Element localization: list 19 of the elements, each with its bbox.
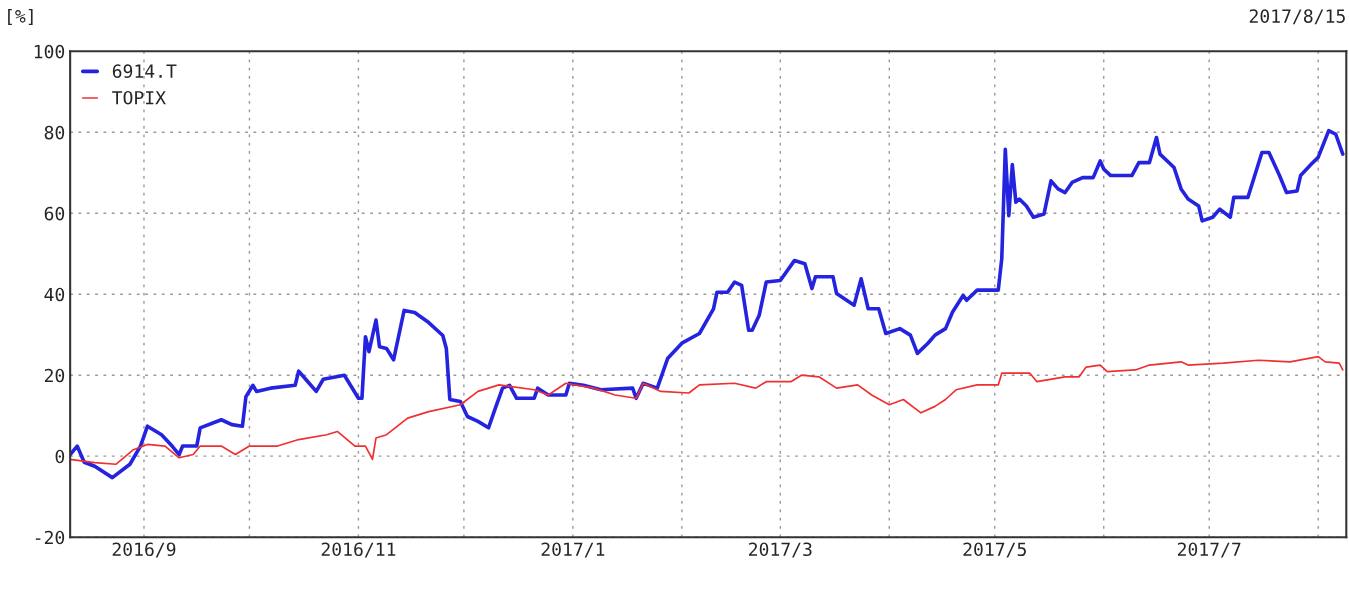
legend-label: TOPIX — [112, 90, 166, 105]
x-tick-label: 2016/11 — [321, 542, 396, 558]
y-tick-label: 0 — [55, 449, 65, 464]
y-tick-label: 60 — [44, 206, 65, 221]
y-tick-label: 100 — [34, 44, 65, 59]
y-axis-title: [%] — [8, 8, 33, 26]
x-tick-label: 2017/5 — [963, 542, 1026, 558]
x-tick-label: 2017/3 — [749, 542, 812, 558]
legend-label: 6914.T — [112, 64, 177, 78]
y-tick-label: 40 — [44, 287, 65, 302]
line-series — [70, 128, 1345, 480]
x-tick-label: 2017/7 — [1177, 542, 1241, 558]
x-tick-label: 2017/1 — [541, 542, 605, 558]
y-tick-label: 80 — [44, 125, 65, 140]
chart-title: 2017/8/15 — [1249, 9, 1345, 25]
line-series — [70, 355, 1344, 466]
x-tick-label: 2016/9 — [112, 542, 176, 558]
y-tick-label: 20 — [44, 368, 65, 383]
y-tick-label: -20 — [35, 530, 65, 545]
